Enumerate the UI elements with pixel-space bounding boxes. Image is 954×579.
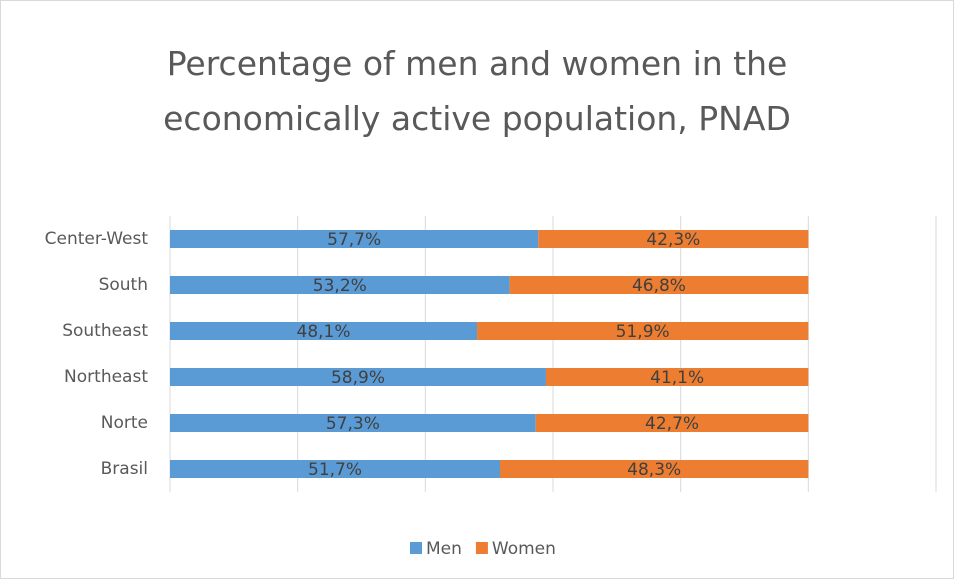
data-label: 51,7%	[308, 460, 362, 480]
bar-segment	[170, 322, 478, 340]
chart-title: Percentage of men and women in the econo…	[163, 44, 791, 138]
bar-segment	[509, 276, 809, 294]
data-label: 46,8%	[632, 276, 686, 296]
data-label: 57,7%	[327, 230, 381, 250]
data-label: 58,9%	[331, 368, 385, 388]
data-label: 48,3%	[627, 460, 681, 480]
legend-swatch	[475, 542, 488, 554]
data-label: 53,2%	[313, 276, 367, 296]
y-tick-label: Center-West	[45, 229, 149, 249]
bar-segment	[545, 368, 809, 386]
legend-label: Men	[426, 539, 462, 559]
legend-swatch	[410, 542, 422, 554]
bar-segment	[170, 230, 539, 248]
data-label: 41,1%	[650, 368, 704, 388]
y-tick-label: South	[99, 275, 148, 295]
bar-segment	[170, 276, 510, 294]
y-tick-label: Northeast	[64, 367, 148, 387]
data-label: 42,3%	[646, 230, 700, 250]
data-label: 51,9%	[616, 322, 670, 342]
bar-segment	[170, 414, 536, 432]
bar-segment	[538, 230, 809, 248]
bar-segment	[535, 414, 809, 432]
bar-segment	[170, 368, 546, 386]
y-tick-label: Southeast	[62, 321, 148, 341]
data-label: 48,1%	[297, 322, 351, 342]
data-label: 42,7%	[645, 414, 699, 434]
bar-segment	[500, 460, 809, 478]
data-label: 57,3%	[326, 414, 380, 434]
y-tick-label: Brasil	[101, 459, 148, 479]
bar-segment	[170, 460, 501, 478]
y-tick-label: Norte	[101, 413, 148, 433]
legend-label: Women	[492, 539, 556, 559]
bar-segment	[477, 322, 809, 340]
